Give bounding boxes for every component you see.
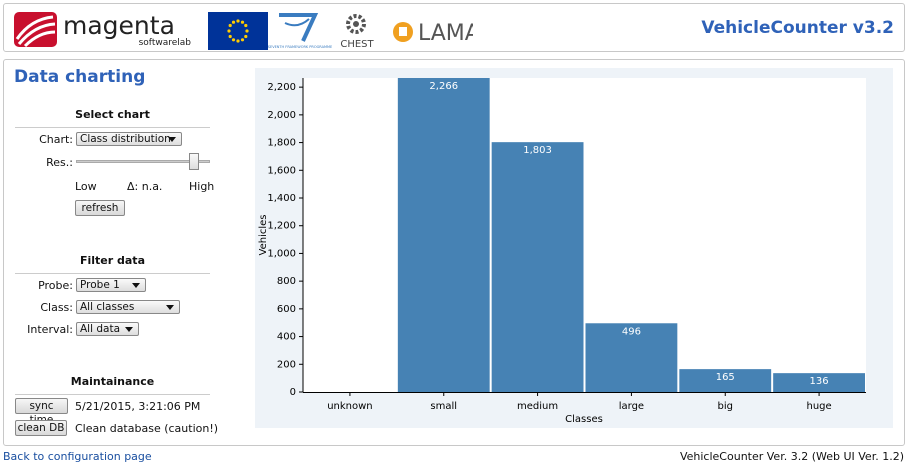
arrow [132, 283, 140, 288]
bar [679, 369, 772, 392]
x-tick-label: small [430, 401, 457, 412]
clean-button[interactable]: clean DB [15, 420, 67, 436]
rule [15, 273, 210, 274]
eu-flag [208, 12, 268, 50]
x-tick-label: huge [806, 401, 831, 412]
select-value: All data [80, 323, 121, 335]
x-tick-label: big [718, 401, 733, 412]
section-title: Data charting [14, 67, 146, 87]
y-tick-label: 1,600 [267, 165, 296, 176]
chart: Vehicles Classes 0 200 400 600 800 1,000 1,200… [255, 68, 893, 428]
brand: magenta [63, 11, 175, 40]
y-tick-label: 2,000 [267, 110, 296, 121]
rule [15, 394, 210, 395]
heading: Maintainance [70, 375, 155, 388]
label: Class: [40, 301, 73, 314]
label: Probe: [38, 279, 73, 292]
y-tick-label: 1,000 [267, 248, 296, 259]
y-tick-label: 1,400 [267, 193, 296, 204]
bar [397, 78, 490, 392]
chest-gear-hub [353, 21, 359, 27]
y-tick-label: 800 [277, 276, 296, 287]
class-select[interactable]: All classes [76, 300, 180, 314]
label: Interval: [27, 323, 73, 336]
clean-text: Clean database (caution!) [75, 422, 219, 435]
value-label: 496 [622, 326, 641, 337]
heading: Select chart [75, 108, 150, 121]
arrow [166, 305, 174, 310]
y-tick-label: 1,800 [267, 138, 296, 149]
x-tick-label: medium [517, 401, 558, 412]
y-tick-label: 600 [277, 304, 296, 315]
chart-select[interactable]: Class distribution [76, 132, 182, 146]
value-label: 1,803 [523, 145, 552, 156]
slider-low: Low [75, 180, 97, 193]
x-tick-label: unknown [327, 401, 372, 412]
chest-gear [346, 14, 366, 34]
bar [585, 323, 678, 392]
plot-area [303, 78, 866, 392]
bar [491, 142, 584, 392]
value-label: 165 [716, 372, 735, 383]
value-label: 2,266 [429, 81, 458, 92]
heading: Filter data [79, 254, 145, 267]
select-value: Class distribution [80, 133, 171, 145]
refresh-button[interactable]: refresh [75, 200, 125, 216]
y-tick-label: 400 [277, 332, 296, 343]
sync-button[interactable]: sync time [15, 398, 68, 426]
select-value: All classes [80, 301, 135, 313]
magenta-swoosh [15, 15, 56, 48]
lama-text: LAMA [418, 21, 473, 46]
label: Res.: [46, 156, 73, 169]
fp7-text: SEVENTH FRAMEWORK PROGRAMME [268, 45, 332, 49]
y-axis-title: Vehicles [258, 215, 269, 256]
bar [773, 373, 865, 392]
y-tick-label: 200 [277, 359, 296, 370]
sync-time: 5/21/2015, 3:21:06 PM [75, 400, 201, 413]
arrow [125, 327, 133, 332]
slider-thumb[interactable] [189, 153, 199, 170]
logos: magenta softwarelab SEVENTH FRAMEWORK PR… [14, 11, 473, 50]
label: Chart: [39, 133, 73, 146]
main-panel [3, 59, 905, 446]
probe-select[interactable]: Probe 1 [76, 278, 146, 292]
rule [15, 127, 210, 128]
slider-delta: Δ: n.a. [127, 180, 163, 193]
fp7-swoosh [284, 18, 310, 27]
slider-high: High [189, 180, 215, 193]
header: magenta softwarelab SEVENTH FRAMEWORK PR… [3, 3, 905, 52]
chest-text: CHEST [340, 39, 374, 50]
lama-mark [399, 27, 407, 36]
x-axis-title: Classes [565, 414, 603, 425]
fp7-logo [279, 13, 319, 42]
app-title: VehicleCounter v3.2 [701, 18, 894, 38]
select-value: Probe 1 [80, 279, 120, 291]
config-link[interactable]: Back to configuration page [3, 450, 152, 463]
interval-select[interactable]: All data [76, 322, 139, 336]
version: VehicleCounter Ver. 3.2 (Web UI Ver. 1.2… [679, 450, 904, 463]
eu-stars [227, 19, 249, 43]
y-tick-label: 0 [290, 387, 296, 398]
arrow [168, 137, 176, 142]
x-tick-label: large [619, 401, 644, 412]
value-label: 136 [810, 376, 829, 387]
slider-track[interactable] [76, 160, 210, 163]
y-tick-label: 1,200 [267, 221, 296, 232]
y-tick-label: 2,200 [267, 82, 296, 93]
brand-sub: softwarelab [139, 38, 192, 48]
